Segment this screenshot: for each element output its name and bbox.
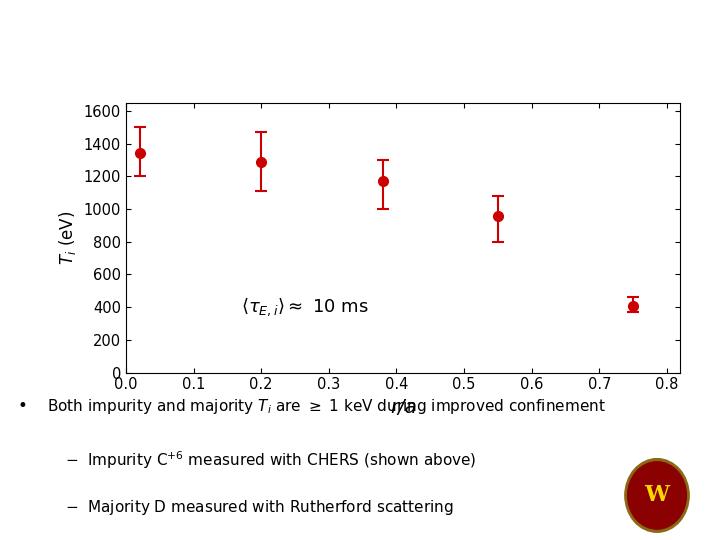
Text: Both impurity and majority $T_i$ are $\geq$ 1 keV during improved confinement: Both impurity and majority $T_i$ are $\g… xyxy=(47,397,606,416)
Text: •: • xyxy=(18,397,28,415)
Circle shape xyxy=(625,458,689,532)
Text: PPCD improved confinement period.: PPCD improved confinement period. xyxy=(9,66,377,84)
Text: $\langle \tau_{E,i} \rangle \approx$ 10 ms: $\langle \tau_{E,i} \rangle \approx$ 10 … xyxy=(241,296,369,318)
Text: $T_i$ is sustained at a high level throughout the plasma during the: $T_i$ is sustained at a high level throu… xyxy=(9,20,658,42)
Circle shape xyxy=(628,462,686,529)
Text: $-$  Impurity C$^{+6}$ measured with CHERS (shown above): $-$ Impurity C$^{+6}$ measured with CHER… xyxy=(65,449,477,471)
Y-axis label: $T_i$ (eV): $T_i$ (eV) xyxy=(57,211,78,265)
X-axis label: r/a: r/a xyxy=(390,398,416,417)
Text: W: W xyxy=(644,484,670,507)
Text: $-$  Majority D measured with Rutherford scattering: $-$ Majority D measured with Rutherford … xyxy=(65,498,454,517)
